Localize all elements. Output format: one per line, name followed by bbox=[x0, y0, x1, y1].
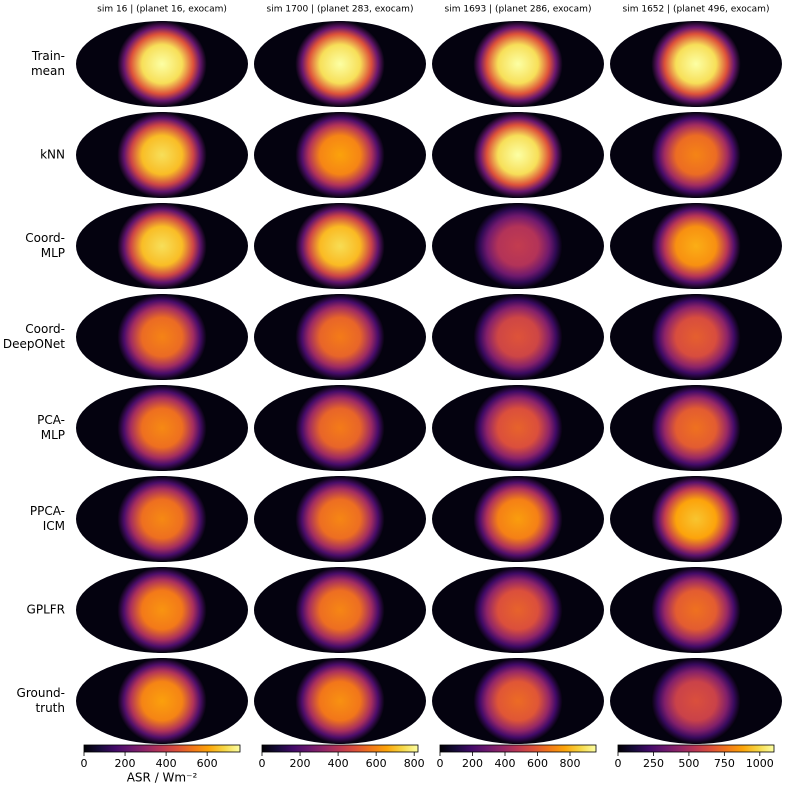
colorbar bbox=[83, 744, 241, 753]
map-field bbox=[117, 21, 207, 107]
colorbar-tick-label: 800 bbox=[560, 757, 581, 770]
row-label: PCA- bbox=[37, 413, 65, 427]
map-field bbox=[651, 476, 741, 562]
map-field bbox=[295, 21, 385, 107]
row-label: Train- bbox=[31, 49, 65, 63]
column-title: sim 16 | (planet 16, exocam) bbox=[97, 5, 227, 15]
row-label: ICM bbox=[43, 519, 65, 533]
map-field bbox=[117, 658, 207, 744]
colorbar-tick-label: 250 bbox=[643, 757, 664, 770]
colorbar bbox=[617, 744, 775, 753]
colorbar-tick-label: 200 bbox=[115, 757, 136, 770]
colorbar-tick-label: 600 bbox=[366, 757, 387, 770]
map-field bbox=[651, 294, 741, 380]
map-field bbox=[473, 658, 563, 744]
row-label: DeepONet bbox=[3, 337, 65, 351]
colorbar-tick-label: 600 bbox=[197, 757, 218, 770]
colorbar-tick-label: 400 bbox=[495, 757, 516, 770]
map-field bbox=[117, 112, 207, 198]
column-title: sim 1652 | (planet 496, exocam) bbox=[623, 5, 770, 15]
map-field bbox=[295, 476, 385, 562]
map-field bbox=[651, 658, 741, 744]
map-field bbox=[473, 294, 563, 380]
map-field bbox=[295, 385, 385, 471]
row-label: GPLFR bbox=[27, 603, 65, 617]
map-field bbox=[117, 203, 207, 289]
map-field bbox=[473, 203, 563, 289]
colorbar-tick-label: 0 bbox=[615, 757, 622, 770]
map-field bbox=[651, 567, 741, 653]
map-field bbox=[473, 567, 563, 653]
row-label: MLP bbox=[41, 246, 65, 260]
colorbar-tick-label: 400 bbox=[328, 757, 349, 770]
map-field bbox=[473, 476, 563, 562]
map-field bbox=[295, 203, 385, 289]
colorbar-tick-label: 600 bbox=[527, 757, 548, 770]
map-field bbox=[295, 567, 385, 653]
colorbar-tick-label: 800 bbox=[404, 757, 425, 770]
colorbar-tick-label: 400 bbox=[156, 757, 177, 770]
map-field bbox=[651, 112, 741, 198]
map-field bbox=[651, 385, 741, 471]
map-field bbox=[117, 567, 207, 653]
colorbar bbox=[439, 744, 597, 753]
colorbar-tick-label: 200 bbox=[290, 757, 311, 770]
colorbar-tick-label: 0 bbox=[81, 757, 88, 770]
colorbar bbox=[261, 744, 419, 753]
map-field bbox=[295, 294, 385, 380]
colorbar-tick-label: 200 bbox=[462, 757, 483, 770]
colorbar-tick-label: 0 bbox=[259, 757, 266, 770]
row-label: Ground- bbox=[17, 686, 65, 700]
colorbar-tick-label: 1000 bbox=[746, 757, 774, 770]
row-label: mean bbox=[31, 64, 65, 78]
row-label: PPCA- bbox=[30, 504, 65, 518]
colorbar-label: ASR / Wm⁻² bbox=[127, 771, 198, 785]
map-field bbox=[473, 385, 563, 471]
colorbar-tick-label: 0 bbox=[437, 757, 444, 770]
map-field bbox=[651, 203, 741, 289]
map-field bbox=[117, 294, 207, 380]
row-label: kNN bbox=[40, 148, 65, 162]
map-field bbox=[473, 21, 563, 107]
column-title: sim 1700 | (planet 283, exocam) bbox=[267, 5, 414, 15]
map-field bbox=[651, 21, 741, 107]
colorbar-tick-label: 500 bbox=[678, 757, 699, 770]
map-field bbox=[117, 476, 207, 562]
row-label: Coord- bbox=[25, 231, 65, 245]
column-title: sim 1693 | (planet 286, exocam) bbox=[445, 5, 592, 15]
row-label: truth bbox=[35, 701, 65, 715]
colorbar-tick-label: 750 bbox=[714, 757, 735, 770]
map-field bbox=[295, 112, 385, 198]
row-label: MLP bbox=[41, 428, 65, 442]
row-label: Coord- bbox=[25, 322, 65, 336]
map-field bbox=[473, 112, 563, 198]
map-field bbox=[295, 658, 385, 744]
map-field bbox=[117, 385, 207, 471]
